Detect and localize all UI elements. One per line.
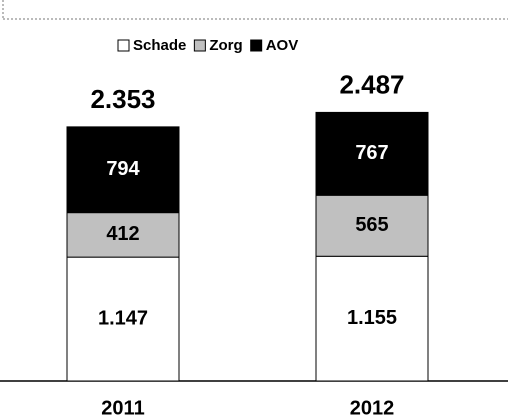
legend-label: AOV	[266, 37, 299, 54]
legend-label: Schade	[133, 37, 186, 54]
legend-swatch	[193, 39, 206, 52]
value-label: 767	[355, 142, 388, 164]
bar-segment	[315, 255, 429, 382]
value-label: 1.155	[347, 307, 397, 329]
bar-segment	[315, 194, 429, 257]
x-tick-label: 2011	[101, 397, 144, 419]
value-label: 565	[355, 214, 388, 236]
value-label: 794	[106, 158, 140, 180]
bar-segment	[66, 126, 180, 214]
value-label: 1.147	[98, 307, 148, 329]
value-label: 412	[106, 223, 139, 245]
x-tick-label: 2012	[350, 397, 395, 419]
total-label: 2.353	[90, 84, 155, 114]
legend-swatch	[117, 39, 130, 52]
bar-segment	[66, 256, 180, 382]
bar-segment	[315, 111, 429, 196]
total-label: 2.487	[339, 69, 404, 99]
legend-label: Zorg	[209, 37, 242, 54]
legend-swatch	[250, 39, 263, 52]
bar-segment	[66, 212, 180, 258]
